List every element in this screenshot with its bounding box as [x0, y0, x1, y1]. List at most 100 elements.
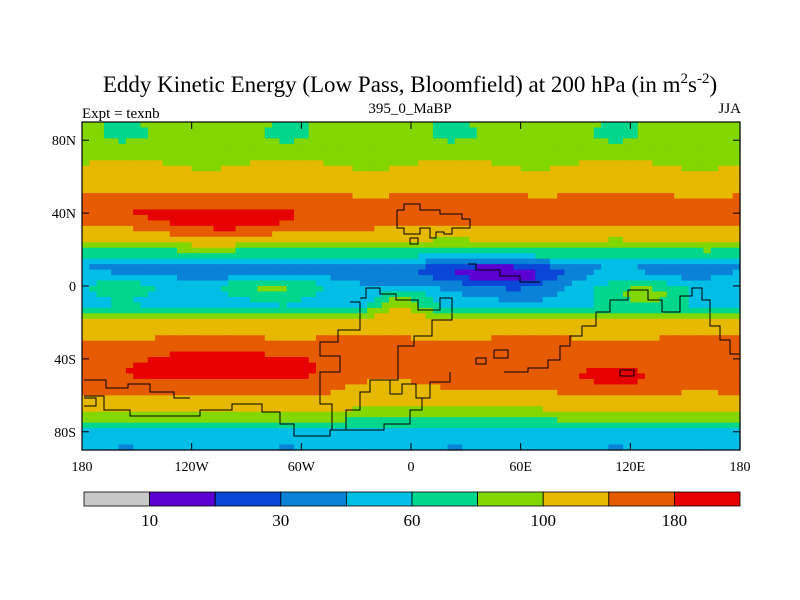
field-cell — [301, 193, 310, 200]
field-cell — [615, 149, 624, 156]
field-cell — [469, 220, 478, 227]
field-cell — [527, 122, 536, 129]
field-cell — [155, 329, 164, 336]
field-cell — [250, 302, 259, 309]
field-cell — [484, 214, 493, 221]
field-cell — [133, 182, 142, 189]
field-cell — [133, 291, 142, 298]
field-cell — [542, 296, 551, 303]
field-cell — [89, 138, 98, 145]
field-cell — [432, 253, 441, 260]
field-cell — [513, 291, 522, 298]
field-cell — [688, 242, 697, 249]
field-cell — [454, 346, 463, 353]
field-cell — [272, 209, 280, 216]
field-cell — [447, 291, 456, 298]
field-cell — [264, 236, 273, 243]
field-cell — [272, 220, 280, 227]
field-cell — [125, 122, 134, 129]
field-cell — [323, 324, 332, 331]
field-cell — [535, 313, 544, 320]
field-cell — [710, 253, 719, 260]
field-cell — [608, 351, 617, 358]
field-cell — [549, 362, 558, 369]
field-cell — [696, 296, 705, 303]
field-cell — [571, 389, 580, 396]
field-cell — [549, 378, 558, 385]
field-cell — [623, 291, 631, 298]
field-cell — [432, 286, 441, 293]
field-cell — [359, 269, 368, 276]
field-cell — [571, 187, 580, 194]
field-cell — [169, 335, 178, 342]
field-cell — [184, 384, 193, 391]
field-cell — [447, 132, 456, 139]
field-cell — [389, 373, 397, 380]
field-cell — [228, 122, 237, 129]
field-cell — [513, 389, 522, 396]
field-cell — [732, 209, 741, 216]
field-cell — [659, 302, 668, 309]
field-cell — [242, 198, 251, 205]
field-cell — [279, 373, 288, 380]
field-cell — [103, 225, 112, 232]
field-cell — [688, 411, 697, 418]
field-cell — [279, 209, 288, 216]
field-cell — [257, 378, 266, 385]
field-cell — [389, 296, 397, 303]
field-cell — [125, 280, 134, 287]
field-cell — [432, 231, 441, 238]
field-cell — [330, 389, 339, 396]
field-cell — [601, 346, 609, 353]
field-cell — [659, 291, 668, 298]
field-cell — [272, 351, 280, 358]
field-cell — [396, 291, 405, 298]
field-cell — [264, 373, 273, 380]
field-cell — [359, 220, 368, 227]
field-cell — [498, 204, 507, 211]
field-cell — [389, 351, 397, 358]
field-cell — [301, 384, 310, 391]
field-cell — [103, 362, 112, 369]
field-cell — [659, 406, 668, 413]
field-cell — [432, 171, 441, 178]
field-cell — [198, 406, 207, 413]
field-cell — [586, 258, 595, 265]
field-cell — [118, 286, 127, 293]
field-cell — [644, 318, 653, 325]
field-cell — [535, 176, 544, 183]
field-cell — [264, 389, 273, 396]
field-cell — [535, 351, 544, 358]
field-cell — [527, 395, 536, 402]
field-cell — [549, 291, 558, 298]
field-cell — [257, 165, 266, 172]
field-cell — [184, 204, 193, 211]
field-cell — [476, 368, 485, 375]
field-cell — [220, 286, 229, 293]
field-cell — [593, 264, 602, 271]
field-cell — [330, 193, 339, 200]
field-cell — [535, 296, 544, 303]
field-cell — [491, 291, 500, 298]
field-cell — [644, 269, 653, 276]
field-cell — [549, 264, 558, 271]
field-cell — [381, 307, 390, 314]
field-cell — [228, 275, 237, 282]
field-cell — [527, 187, 536, 194]
field-cell — [623, 411, 631, 418]
field-cell — [169, 247, 178, 254]
field-cell — [630, 138, 639, 145]
field-cell — [703, 122, 712, 129]
field-cell — [169, 198, 178, 205]
field-cell — [345, 154, 354, 161]
field-cell — [257, 373, 266, 380]
field-cell — [601, 225, 609, 232]
field-cell — [623, 400, 631, 407]
field-cell — [177, 329, 185, 336]
field-cell — [549, 368, 558, 375]
field-cell — [133, 220, 142, 227]
field-cell — [264, 318, 273, 325]
field-cell — [352, 373, 361, 380]
field-cell — [82, 225, 90, 232]
field-cell — [674, 182, 683, 189]
